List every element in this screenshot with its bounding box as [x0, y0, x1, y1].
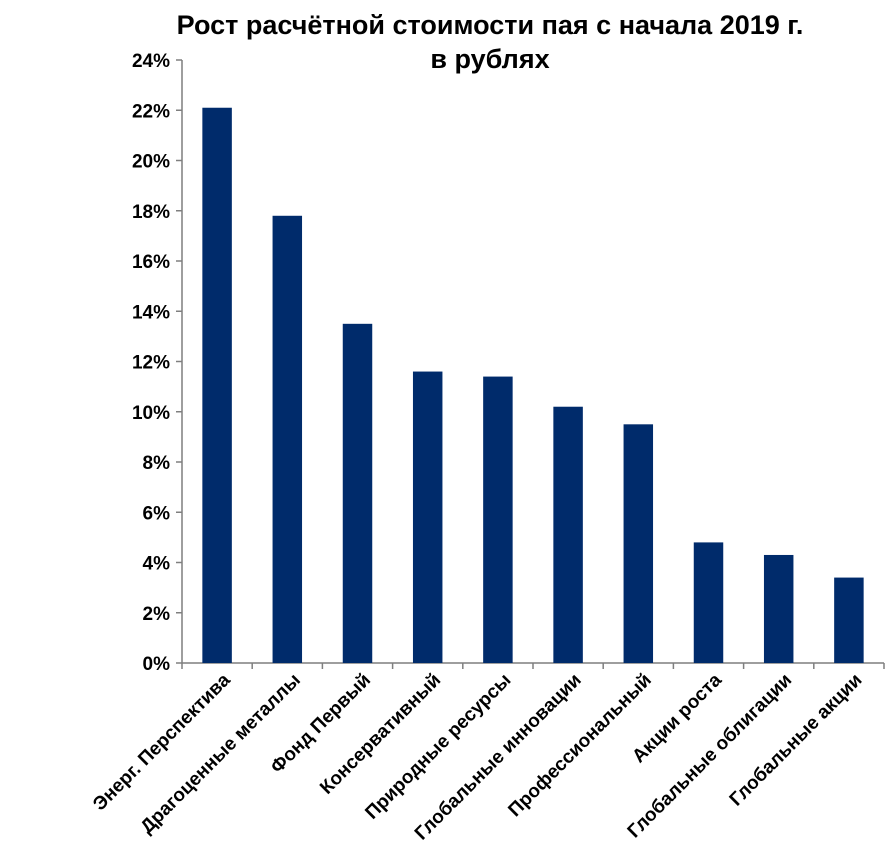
y-tick-label: 12%	[132, 353, 170, 374]
x-tick-label: Профессиональный	[504, 670, 655, 821]
y-tick-label: 24%	[132, 51, 170, 72]
bar	[553, 406, 583, 663]
x-tick-label: Природные ресурсы	[361, 670, 515, 824]
x-tick-label: Энерг. Перспектива	[89, 669, 235, 815]
y-tick-label: 20%	[132, 152, 170, 173]
bar	[693, 542, 724, 663]
y-tick-label: 4%	[143, 554, 171, 575]
bar	[412, 371, 443, 663]
bar	[342, 323, 373, 663]
y-tick-label: 14%	[132, 302, 170, 323]
bars	[202, 107, 864, 664]
y-tick-label: 22%	[132, 101, 170, 122]
bar	[202, 107, 232, 664]
chart-title-line-2: в рублях	[430, 44, 549, 74]
y-tick-label: 0%	[143, 654, 171, 675]
chart-title-line-1: Рост расчётной стоимости пая с начала 20…	[177, 10, 804, 40]
bar	[272, 215, 303, 663]
y-tick-labels: 0% 2% 4% 6% 8% 10% 12% 14% 16% 18% 20% 22% 24%	[132, 51, 170, 675]
y-tick-label: 8%	[143, 453, 171, 474]
x-tick-label: Глобальные акции	[726, 670, 867, 811]
bar	[834, 577, 864, 663]
y-tick-label: 16%	[132, 252, 170, 273]
x-tick-label: Консервативный	[316, 670, 445, 799]
bar	[763, 554, 794, 663]
bar	[483, 376, 513, 663]
bar	[623, 424, 654, 663]
y-tick-label: 18%	[132, 202, 170, 223]
y-tick-label: 6%	[143, 503, 171, 524]
y-tick-label: 2%	[143, 604, 171, 625]
y-tick-label: 10%	[132, 403, 170, 424]
